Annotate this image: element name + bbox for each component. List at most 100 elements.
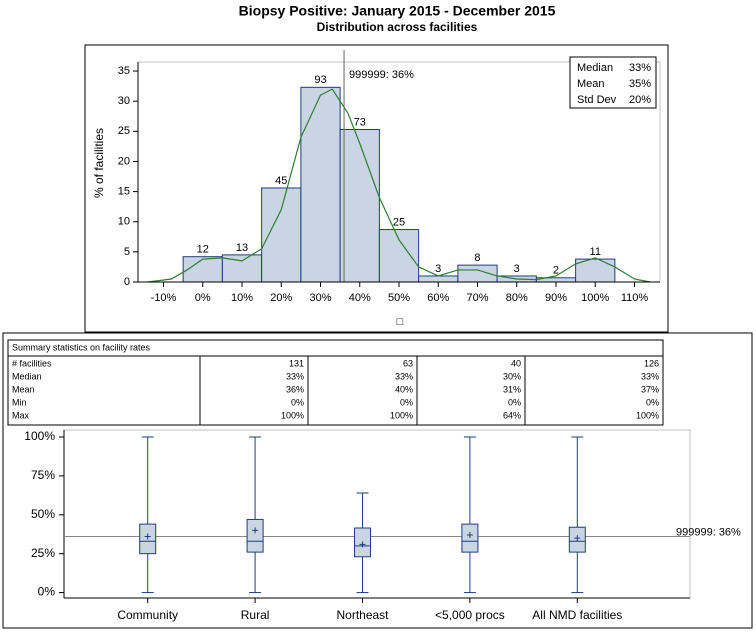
x-tick-label: 20% xyxy=(270,292,292,304)
y-tick-label: 15 xyxy=(118,185,130,197)
y-tick-label: 25 xyxy=(118,125,130,137)
x-tick-label: 70% xyxy=(466,292,488,304)
x-tick-label: Northeast xyxy=(336,608,389,622)
table-cell: 30% xyxy=(503,371,521,381)
table-cell: 100% xyxy=(281,410,304,420)
table-cell: 126 xyxy=(644,358,659,368)
bar-count-label: 3 xyxy=(435,263,441,275)
x-tick-label: 100% xyxy=(581,292,609,304)
bar-count-label: 25 xyxy=(393,216,405,228)
y-tick-label: 25% xyxy=(31,546,55,560)
table-cell: 100% xyxy=(390,410,413,420)
y-tick-label: 10 xyxy=(118,216,130,228)
table-cell: 40% xyxy=(395,384,413,394)
bar xyxy=(339,129,380,283)
stat-label: Median xyxy=(577,62,613,74)
x-tick-label: All NMD facilities xyxy=(532,608,622,622)
y-tick-label: 30 xyxy=(118,95,130,107)
table-cell: 64% xyxy=(503,410,521,420)
table-cell: 33% xyxy=(286,371,304,381)
table-row-label: Median xyxy=(12,371,42,381)
stat-value: 35% xyxy=(629,78,651,90)
x-tick-label: 50% xyxy=(388,292,410,304)
table-cell: 131 xyxy=(289,358,304,368)
table-border xyxy=(7,339,664,426)
x-tick-label: 30% xyxy=(309,292,331,304)
bar-count-label: 93 xyxy=(314,74,326,86)
stat-label: Mean xyxy=(577,78,605,90)
table-cell: 37% xyxy=(641,384,659,394)
table-cell: 0% xyxy=(400,397,413,407)
table-row-label: Mean xyxy=(12,384,35,394)
y-tick-label: 75% xyxy=(31,468,55,482)
box xyxy=(246,518,264,553)
chart-title: Biopsy Positive: January 2015 - December… xyxy=(239,3,556,19)
stats-box xyxy=(569,56,657,109)
mean-marker xyxy=(466,532,473,538)
table-cell: 31% xyxy=(503,384,521,394)
bar-count-label: 13 xyxy=(236,242,248,254)
mean-marker xyxy=(359,541,366,548)
y-axis-label: % of facilities xyxy=(92,128,106,198)
bar-count-label: 11 xyxy=(590,246,601,258)
bar xyxy=(300,86,341,283)
bar xyxy=(378,229,420,283)
table-cell: 0% xyxy=(646,397,659,407)
table-row-label: # facilities xyxy=(12,358,52,368)
table-cell: 63 xyxy=(403,358,413,368)
box-plot-area xyxy=(63,429,691,599)
mean-marker xyxy=(144,533,151,540)
chart-subtitle: Distribution across facilities xyxy=(317,20,478,34)
mean-marker xyxy=(574,535,581,542)
bar-count-label: 73 xyxy=(354,116,366,128)
y-tick-label: 0% xyxy=(38,585,56,599)
table-cell: 100% xyxy=(636,410,659,420)
table-cell: 0% xyxy=(291,397,304,407)
lower-frame xyxy=(2,332,753,629)
table-cell: 0% xyxy=(508,397,521,407)
y-tick-label: 5 xyxy=(124,246,130,258)
x-tick-label: 10% xyxy=(231,292,253,304)
stat-value: 33% xyxy=(629,62,651,74)
stat-value: 20% xyxy=(629,94,651,106)
bar xyxy=(261,187,302,283)
y-tick-label: 100% xyxy=(24,429,55,443)
y-tick-label: 0 xyxy=(124,276,130,288)
table-cell: 33% xyxy=(641,371,659,381)
x-tick-label: Community xyxy=(117,608,178,622)
x-tick-label: Rural xyxy=(241,608,270,622)
x-tick-label: <5,000 procs xyxy=(435,608,505,622)
bar-count-label: 8 xyxy=(474,252,480,264)
stat-label: Std Dev xyxy=(577,94,617,106)
table-cell: 33% xyxy=(395,371,413,381)
bar-count-label: 12 xyxy=(197,244,209,256)
reference-label: 999999: 36% xyxy=(349,69,414,81)
table-title: Summary statistics on facility rates xyxy=(12,342,151,352)
x-axis-label: □ xyxy=(397,316,404,328)
x-tick-label: 80% xyxy=(506,292,528,304)
table-row-label: Max xyxy=(12,410,30,420)
box xyxy=(461,523,479,553)
histogram-frame xyxy=(84,44,669,333)
y-tick-label: 20 xyxy=(118,155,130,167)
x-tick-label: 40% xyxy=(349,292,371,304)
table-cell: 36% xyxy=(286,384,304,394)
bar-count-label: 45 xyxy=(275,175,287,187)
x-tick-label: 0% xyxy=(195,292,211,304)
reference-label: 999999: 36% xyxy=(676,526,741,538)
x-tick-label: -10% xyxy=(151,292,177,304)
table-row-label: Min xyxy=(12,397,27,407)
table-cell: 40 xyxy=(511,358,521,368)
bar xyxy=(182,256,223,283)
x-tick-label: 110% xyxy=(621,292,649,304)
bar xyxy=(418,275,459,283)
y-tick-label: 50% xyxy=(31,507,55,521)
bar-count-label: 2 xyxy=(553,265,559,277)
mean-marker xyxy=(252,527,259,534)
x-tick-label: 90% xyxy=(545,292,567,304)
y-tick-label: 35 xyxy=(118,65,130,77)
density-curve xyxy=(147,88,651,283)
bar-count-label: 3 xyxy=(514,263,520,275)
